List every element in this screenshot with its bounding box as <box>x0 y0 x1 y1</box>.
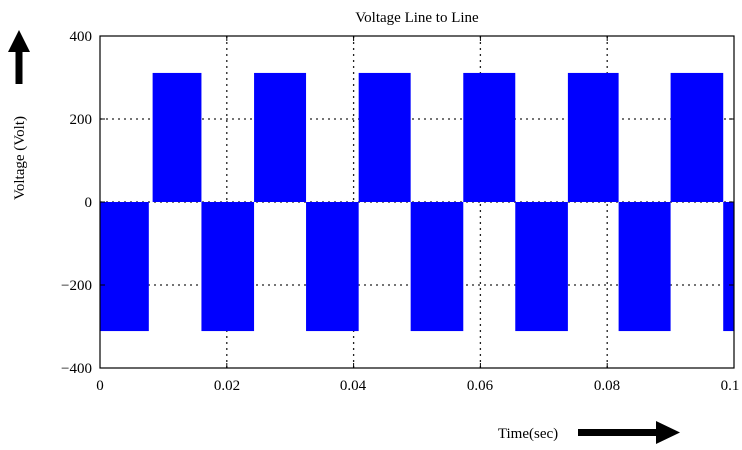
voltage-pulse-9 <box>567 72 619 202</box>
y-axis-arrow-icon <box>8 30 30 84</box>
voltage-pulse-4 <box>306 202 359 332</box>
x-tick-label-2: 0.04 <box>340 378 367 394</box>
voltage-pulse-2 <box>201 202 255 332</box>
x-tick-label-5: 0.1 <box>721 378 740 394</box>
y-tick-label-0: 400 <box>70 29 93 45</box>
voltage-pulse-10 <box>618 202 671 332</box>
voltage-pulse-5 <box>358 72 411 202</box>
voltage-series <box>100 72 734 332</box>
x-tick-label-1: 0.02 <box>214 378 240 394</box>
voltage-pulse-6 <box>410 202 464 332</box>
voltage-pulse-3 <box>254 72 307 202</box>
x-tick-label-3: 0.06 <box>467 378 494 394</box>
y-tick-label-4: −400 <box>61 361 92 377</box>
x-axis-arrow-icon <box>578 421 680 444</box>
voltage-pulse-7 <box>463 72 516 202</box>
y-tick-label-1: 200 <box>70 112 93 128</box>
chart-title: Voltage Line to Line <box>355 10 479 26</box>
x-axis-label: Time(sec) <box>498 426 558 442</box>
voltage-pulse-8 <box>515 202 568 332</box>
x-tick-label-4: 0.08 <box>594 378 620 394</box>
voltage-pulse-0 <box>100 202 149 332</box>
y-tick-label-2: 0 <box>85 195 93 211</box>
y-axis-label: Voltage (Volt) <box>12 116 28 200</box>
voltage-pulse-12 <box>723 202 734 332</box>
tick-marks <box>99 35 735 369</box>
voltage-pulse-1 <box>152 72 202 202</box>
voltage-pulse-11 <box>670 72 724 202</box>
y-tick-label-3: −200 <box>61 278 92 294</box>
x-tick-label-0: 0 <box>96 378 104 394</box>
